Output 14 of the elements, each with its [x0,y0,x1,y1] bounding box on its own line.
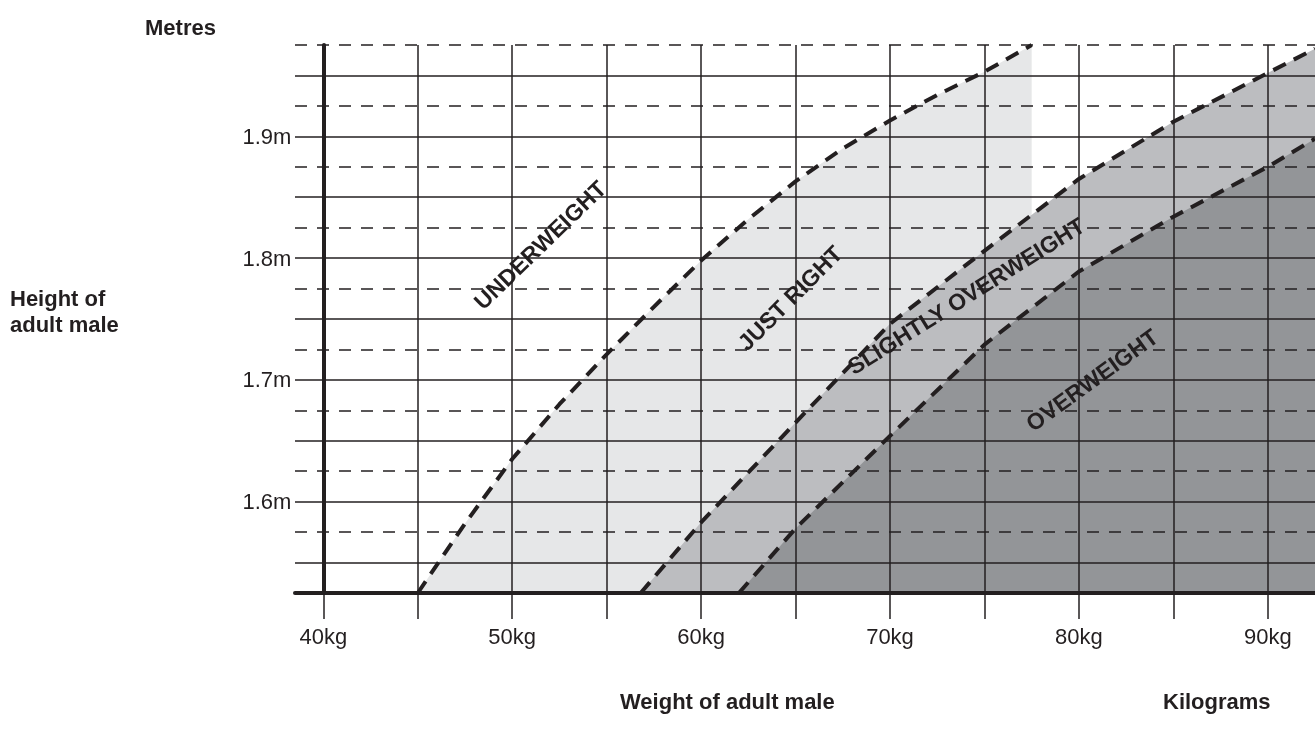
x-tick-label: 40kg [299,623,348,649]
x-tick-label: 60kg [677,623,725,649]
y-tick-label: 1.6m [242,489,292,515]
text: Metres [145,14,216,40]
y-tick-label: 1.8m [242,245,292,271]
text: Height of adult male [10,285,119,337]
y-tick-label: 1.7m [242,367,292,393]
x-axis-title: Weight of adult male [620,688,835,714]
x-tick-label: 70kg [866,623,914,649]
text: Kilograms [1163,688,1271,714]
x-tick-label: 80kg [1055,623,1103,649]
x-tick-label: 90kg [1243,623,1292,649]
y-tick-label: 1.9m [242,123,292,149]
x-tick-label: 50kg [488,623,537,649]
